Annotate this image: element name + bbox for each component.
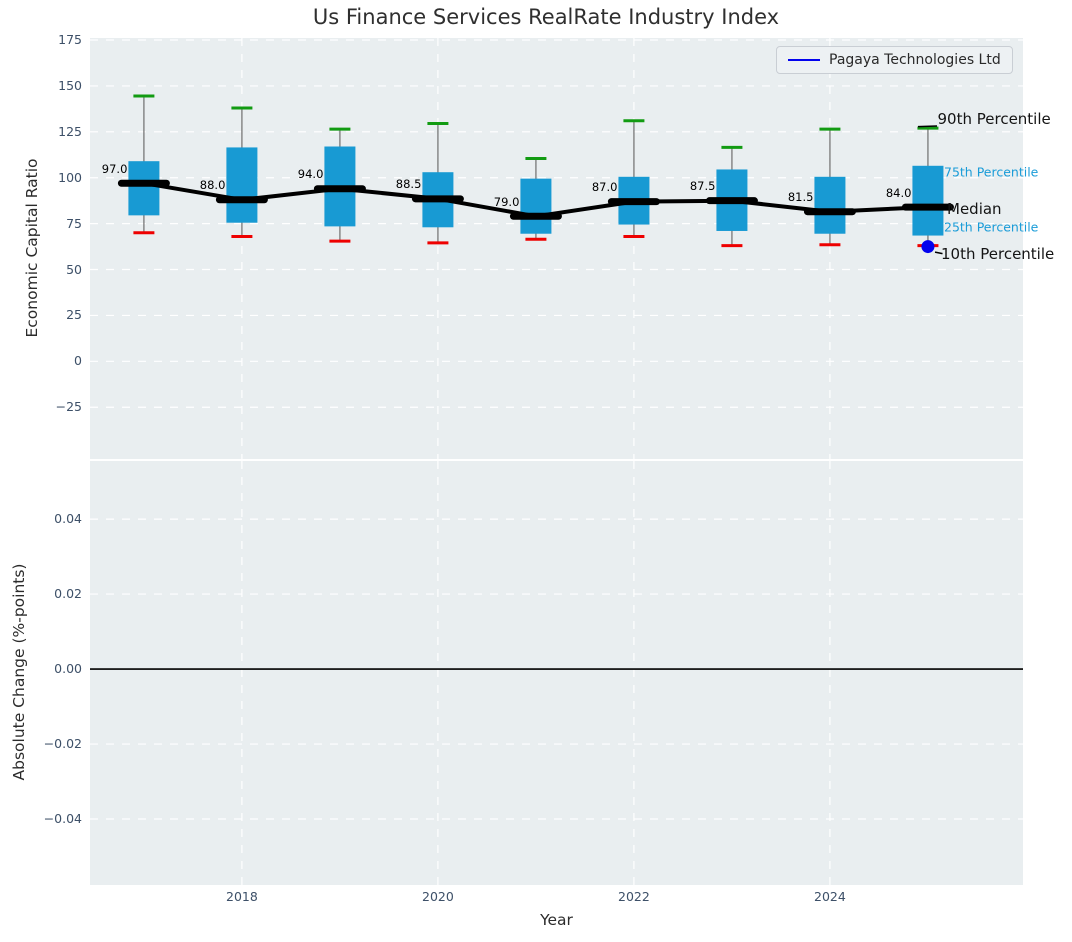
ytick-label-top: −25 [55, 399, 82, 415]
ytick-label-bottom: −0.02 [43, 736, 82, 752]
ytick-label-bottom: 0.04 [54, 511, 82, 527]
annotation-p90: 90th Percentile [937, 110, 1051, 129]
chart-title: Us Finance Services RealRate Industry In… [312, 5, 780, 29]
median-value-label: 87.5 [689, 179, 716, 194]
xtick-label: 2022 [618, 889, 650, 904]
median-value-label: 84.0 [885, 185, 912, 200]
ytick-label-top: 125 [58, 123, 82, 139]
annotation-p10: 10th Percentile [941, 244, 1055, 263]
top-axes-economic-capital-ratio [90, 38, 1023, 459]
legend-label: Pagaya Technologies Ltd [829, 52, 1001, 68]
xtick-label: 2018 [226, 889, 258, 904]
median-value-label: 81.5 [787, 190, 814, 205]
box-iqr-rect [912, 165, 944, 236]
ytick-label-top: 175 [58, 32, 82, 48]
ytick-label-top: 75 [66, 215, 82, 231]
leader-90th [917, 125, 938, 128]
annotation-p75: 75th Percentile [944, 164, 1039, 180]
ytick-label-bottom: 0.02 [54, 586, 82, 602]
box-iqr-rect [226, 147, 258, 223]
median-value-label: 87.0 [591, 180, 618, 195]
ytick-label-bottom: 0.00 [54, 661, 82, 677]
legend-box: Pagaya Technologies Ltd [776, 46, 1013, 74]
top-plot-canvas [90, 38, 1023, 459]
annotation-p25: 25th Percentile [944, 219, 1039, 235]
ytick-label-top: 0 [74, 353, 82, 369]
company-point [921, 240, 935, 254]
bottom-plot-canvas [90, 461, 1023, 885]
ytick-label-top: 25 [66, 307, 82, 323]
ytick-label-top: 50 [66, 261, 82, 277]
legend-line-icon [788, 59, 820, 61]
x-axis-label: Year [540, 911, 573, 929]
leader-10th [934, 251, 943, 255]
median-value-label: 97.0 [101, 161, 128, 176]
ytick-label-bottom: −0.04 [43, 811, 82, 827]
xtick-label: 2020 [422, 889, 454, 904]
box-iqr-rect [520, 178, 552, 234]
box-iqr-rect [814, 176, 846, 234]
box-iqr-rect [128, 161, 160, 216]
median-value-label: 94.0 [297, 167, 324, 182]
ytick-label-top: 100 [58, 169, 82, 185]
xtick-label: 2024 [814, 889, 846, 904]
annotation-median: Median [947, 199, 1002, 218]
median-value-label: 88.5 [395, 177, 422, 192]
ytick-label-top: 150 [58, 77, 82, 93]
bottom-axes-absolute-change [90, 461, 1023, 885]
median-value-label: 88.0 [199, 178, 226, 193]
median-value-label: 79.0 [493, 194, 520, 209]
